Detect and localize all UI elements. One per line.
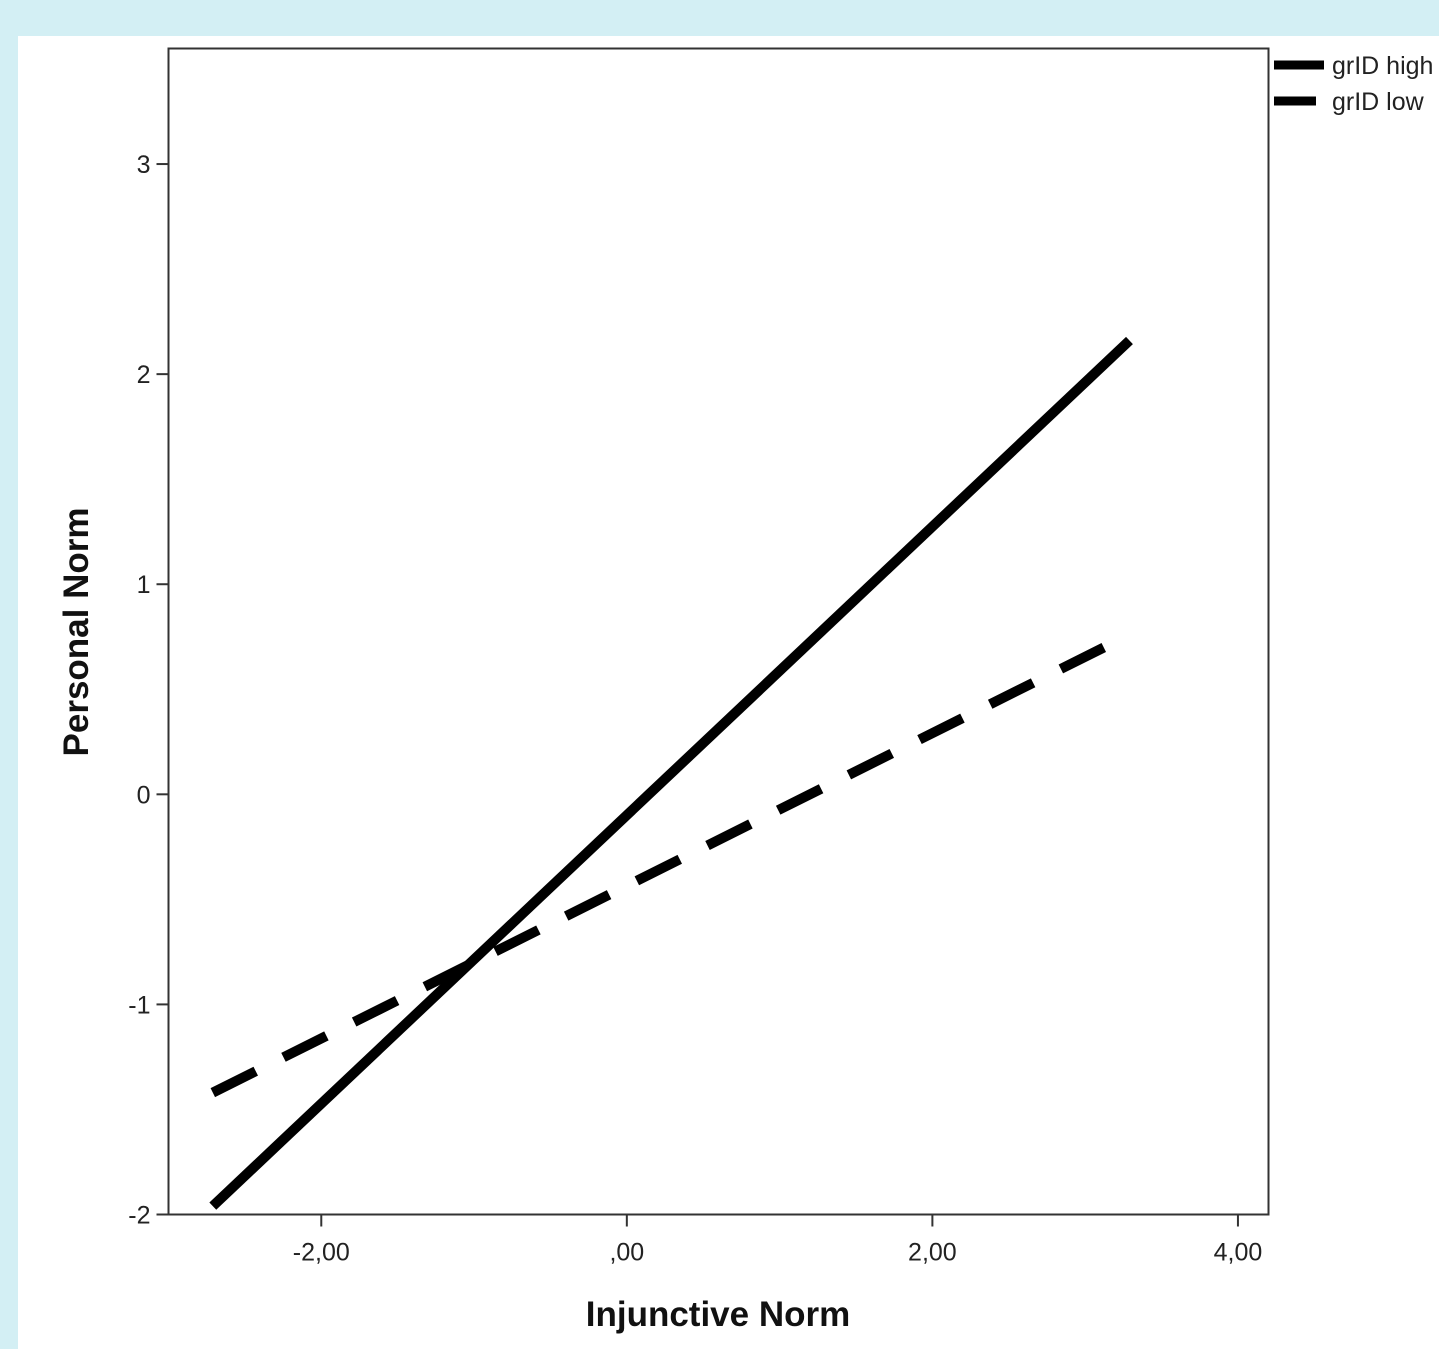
y-tick-label: 1 bbox=[137, 571, 151, 599]
y-tick-label: -1 bbox=[128, 991, 150, 1019]
x-tick-label: ,00 bbox=[609, 1239, 644, 1267]
series-layer bbox=[209, 336, 1133, 1210]
legend: grID high grID low bbox=[1274, 52, 1433, 116]
x-axis-title: Injunctive Norm bbox=[586, 1295, 850, 1334]
y-tick-label: -2 bbox=[128, 1202, 150, 1230]
y-axis-ticks: -2 -1 0 1 2 3 bbox=[128, 151, 169, 1230]
x-tick-label: 2,00 bbox=[908, 1239, 957, 1267]
y-axis-title: Personal Norm bbox=[57, 508, 96, 757]
x-tick-label: 4,00 bbox=[1214, 1239, 1263, 1267]
y-tick-label: 3 bbox=[137, 151, 151, 179]
series-line-grid-low bbox=[210, 630, 1132, 1098]
y-tick-label: 2 bbox=[137, 361, 151, 389]
x-axis-ticks: -2,00 ,00 2,00 4,00 bbox=[293, 1214, 1263, 1267]
legend-label: grID low bbox=[1332, 88, 1425, 116]
plot-frame bbox=[167, 47, 1270, 1216]
chart-panel: -2,00,00 2,00 4,00 -2 -1 0 1 2 3 grID high grID … bbox=[18, 36, 1439, 1349]
x-tick-label: -2,00 bbox=[293, 1239, 350, 1267]
y-tick-label: 0 bbox=[137, 781, 151, 809]
legend-label: grID high bbox=[1332, 52, 1433, 80]
series-line-grid-high bbox=[209, 336, 1133, 1210]
